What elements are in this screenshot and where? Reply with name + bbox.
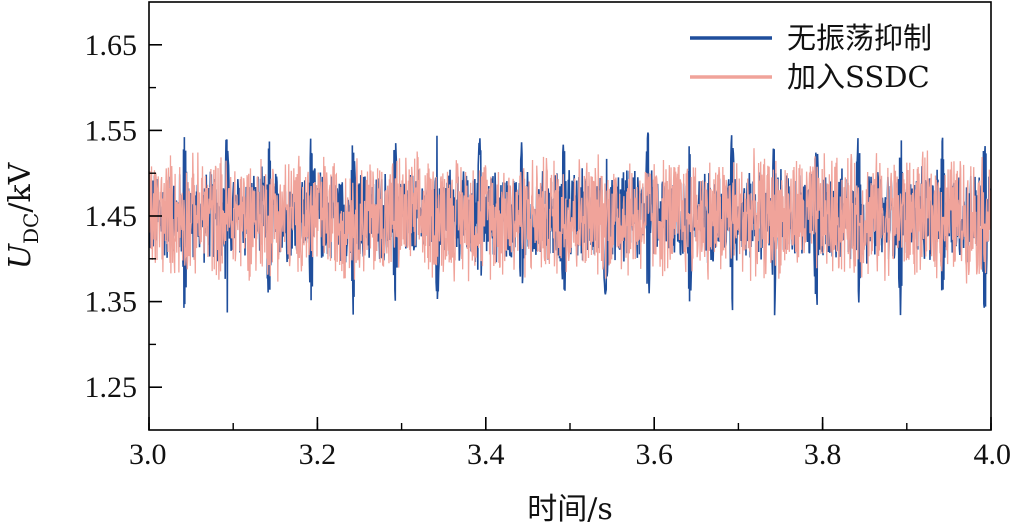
y-tick-label: 1.35 <box>85 286 138 319</box>
x-tick-label: 3.6 <box>635 438 673 471</box>
series-layer <box>149 132 991 316</box>
y-tick-label: 1.55 <box>85 114 138 147</box>
x-tick-label: 3.4 <box>467 438 505 471</box>
x-axis: 3.0 3.2 3.4 3.6 3.8 4.0 <box>129 417 1011 471</box>
y-axis-title: UDC/kV <box>3 161 43 269</box>
y-axis-title-subscript: DC <box>19 213 43 244</box>
y-tick-label: 1.45 <box>85 200 138 233</box>
series-line-ssdc <box>149 148 991 284</box>
legend-label-no-damping: 无振荡抑制 <box>787 21 932 55</box>
y-tick-label: 1.25 <box>85 371 138 404</box>
legend: 无振荡抑制 加入SSDC <box>690 21 932 94</box>
y-axis: 1.25 1.35 1.45 1.55 1.65 <box>85 29 162 404</box>
x-tick-label: 3.0 <box>129 438 167 471</box>
x-tick-label: 3.2 <box>299 438 337 471</box>
x-tick-label: 3.8 <box>804 438 842 471</box>
legend-label-ssdc: 加入SSDC <box>787 60 930 94</box>
y-tick-label: 1.65 <box>85 29 138 62</box>
y-axis-title-symbol: U <box>3 242 38 269</box>
x-tick-label: 4.0 <box>974 438 1012 471</box>
y-axis-title-unit: /kV <box>3 161 38 212</box>
x-axis-title: 时间/s <box>527 492 613 525</box>
